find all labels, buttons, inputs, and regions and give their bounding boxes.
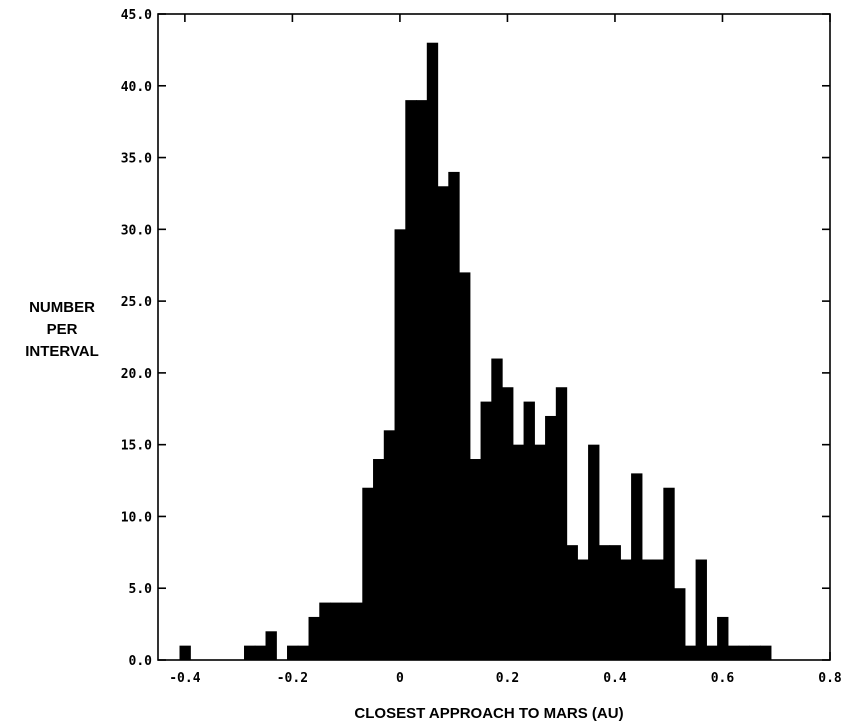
plot-frame: [157, 13, 831, 661]
histogram-bar: [555, 387, 568, 660]
histogram-bars: [179, 42, 772, 660]
histogram-bar: [684, 645, 697, 660]
histogram-bar: [566, 545, 578, 660]
histogram-bar: [588, 444, 600, 660]
y-tick-label: 35.0: [121, 152, 152, 167]
histogram-bar: [469, 459, 482, 660]
y-tick-label: 5.0: [129, 582, 153, 597]
y-axis-title-line: INTERVAL: [25, 343, 99, 360]
histogram-bar: [749, 645, 761, 660]
y-tick-label: 10.0: [121, 510, 152, 525]
histogram-bar: [480, 401, 492, 660]
histogram-bar: [244, 645, 256, 660]
histogram-bar: [620, 559, 632, 660]
histogram-bar: [394, 229, 406, 660]
histogram-bar: [416, 100, 428, 660]
histogram-bar: [405, 100, 417, 660]
y-tick-label: 15.0: [121, 439, 152, 454]
y-tick-label: 30.0: [121, 223, 152, 238]
histogram-bar: [512, 444, 525, 660]
histogram-bar: [695, 559, 707, 660]
histogram-bar: [652, 559, 664, 660]
histogram-bar: [330, 602, 342, 660]
histogram-bar: [362, 487, 374, 660]
x-tick-label: 0.4: [603, 671, 627, 686]
histogram-bar: [727, 645, 740, 660]
histogram-bar: [373, 459, 385, 660]
histogram-bar: [383, 430, 396, 660]
y-axis-title-line: NUMBER: [29, 299, 95, 316]
histogram-bar: [351, 602, 363, 660]
axis-ticks: 0.0 5.0 10.0 15.0 20.0 25.0 30.0 35.0 40.0 45.0 -0…: [121, 8, 842, 686]
histogram-bar: [459, 272, 471, 660]
histogram-bar: [674, 588, 686, 660]
x-tick-label: -0.2: [277, 671, 308, 686]
histogram-bar: [738, 645, 750, 660]
histogram-bar: [641, 559, 654, 660]
histogram-bar: [706, 645, 718, 660]
histogram-bar: [760, 645, 772, 660]
histogram-bar: [265, 631, 277, 660]
y-axis-title-line: PER: [47, 321, 78, 338]
y-tick-label: 20.0: [121, 367, 152, 382]
histogram-bar: [523, 401, 535, 660]
histogram-bar: [534, 444, 546, 660]
y-axis-title: NUMBER PER INTERVAL: [25, 299, 99, 360]
histogram-bar: [254, 645, 267, 660]
x-tick-label: 0.2: [496, 671, 519, 686]
histogram-bar: [577, 559, 589, 660]
x-tick-label: 0.8: [818, 671, 842, 686]
histogram-bar: [297, 645, 310, 660]
y-tick-label: 45.0: [121, 8, 152, 23]
y-tick-label: 25.0: [121, 295, 152, 310]
histogram-bar: [491, 358, 503, 660]
histogram-bar: [426, 42, 439, 660]
x-tick-label: -0.4: [169, 671, 200, 686]
x-axis-title: CLOSEST APPROACH TO MARS (AU): [354, 705, 623, 722]
histogram-bar: [308, 616, 320, 660]
histogram-bar: [663, 487, 675, 660]
histogram-bar: [598, 545, 611, 660]
histogram-bar: [340, 602, 353, 660]
histogram-bar: [502, 387, 514, 660]
y-tick-label: 0.0: [129, 654, 153, 669]
histogram-bar: [319, 602, 331, 660]
histogram-bar: [437, 186, 449, 660]
y-tick-label: 40.0: [121, 80, 152, 95]
histogram-bar: [717, 616, 729, 660]
histogram-bar: [631, 473, 643, 660]
histogram-bar: [448, 171, 460, 660]
histogram-bar: [545, 415, 557, 660]
x-tick-label: 0: [396, 671, 404, 686]
histogram-bar: [609, 545, 621, 660]
x-tick-label: 0.6: [711, 671, 735, 686]
